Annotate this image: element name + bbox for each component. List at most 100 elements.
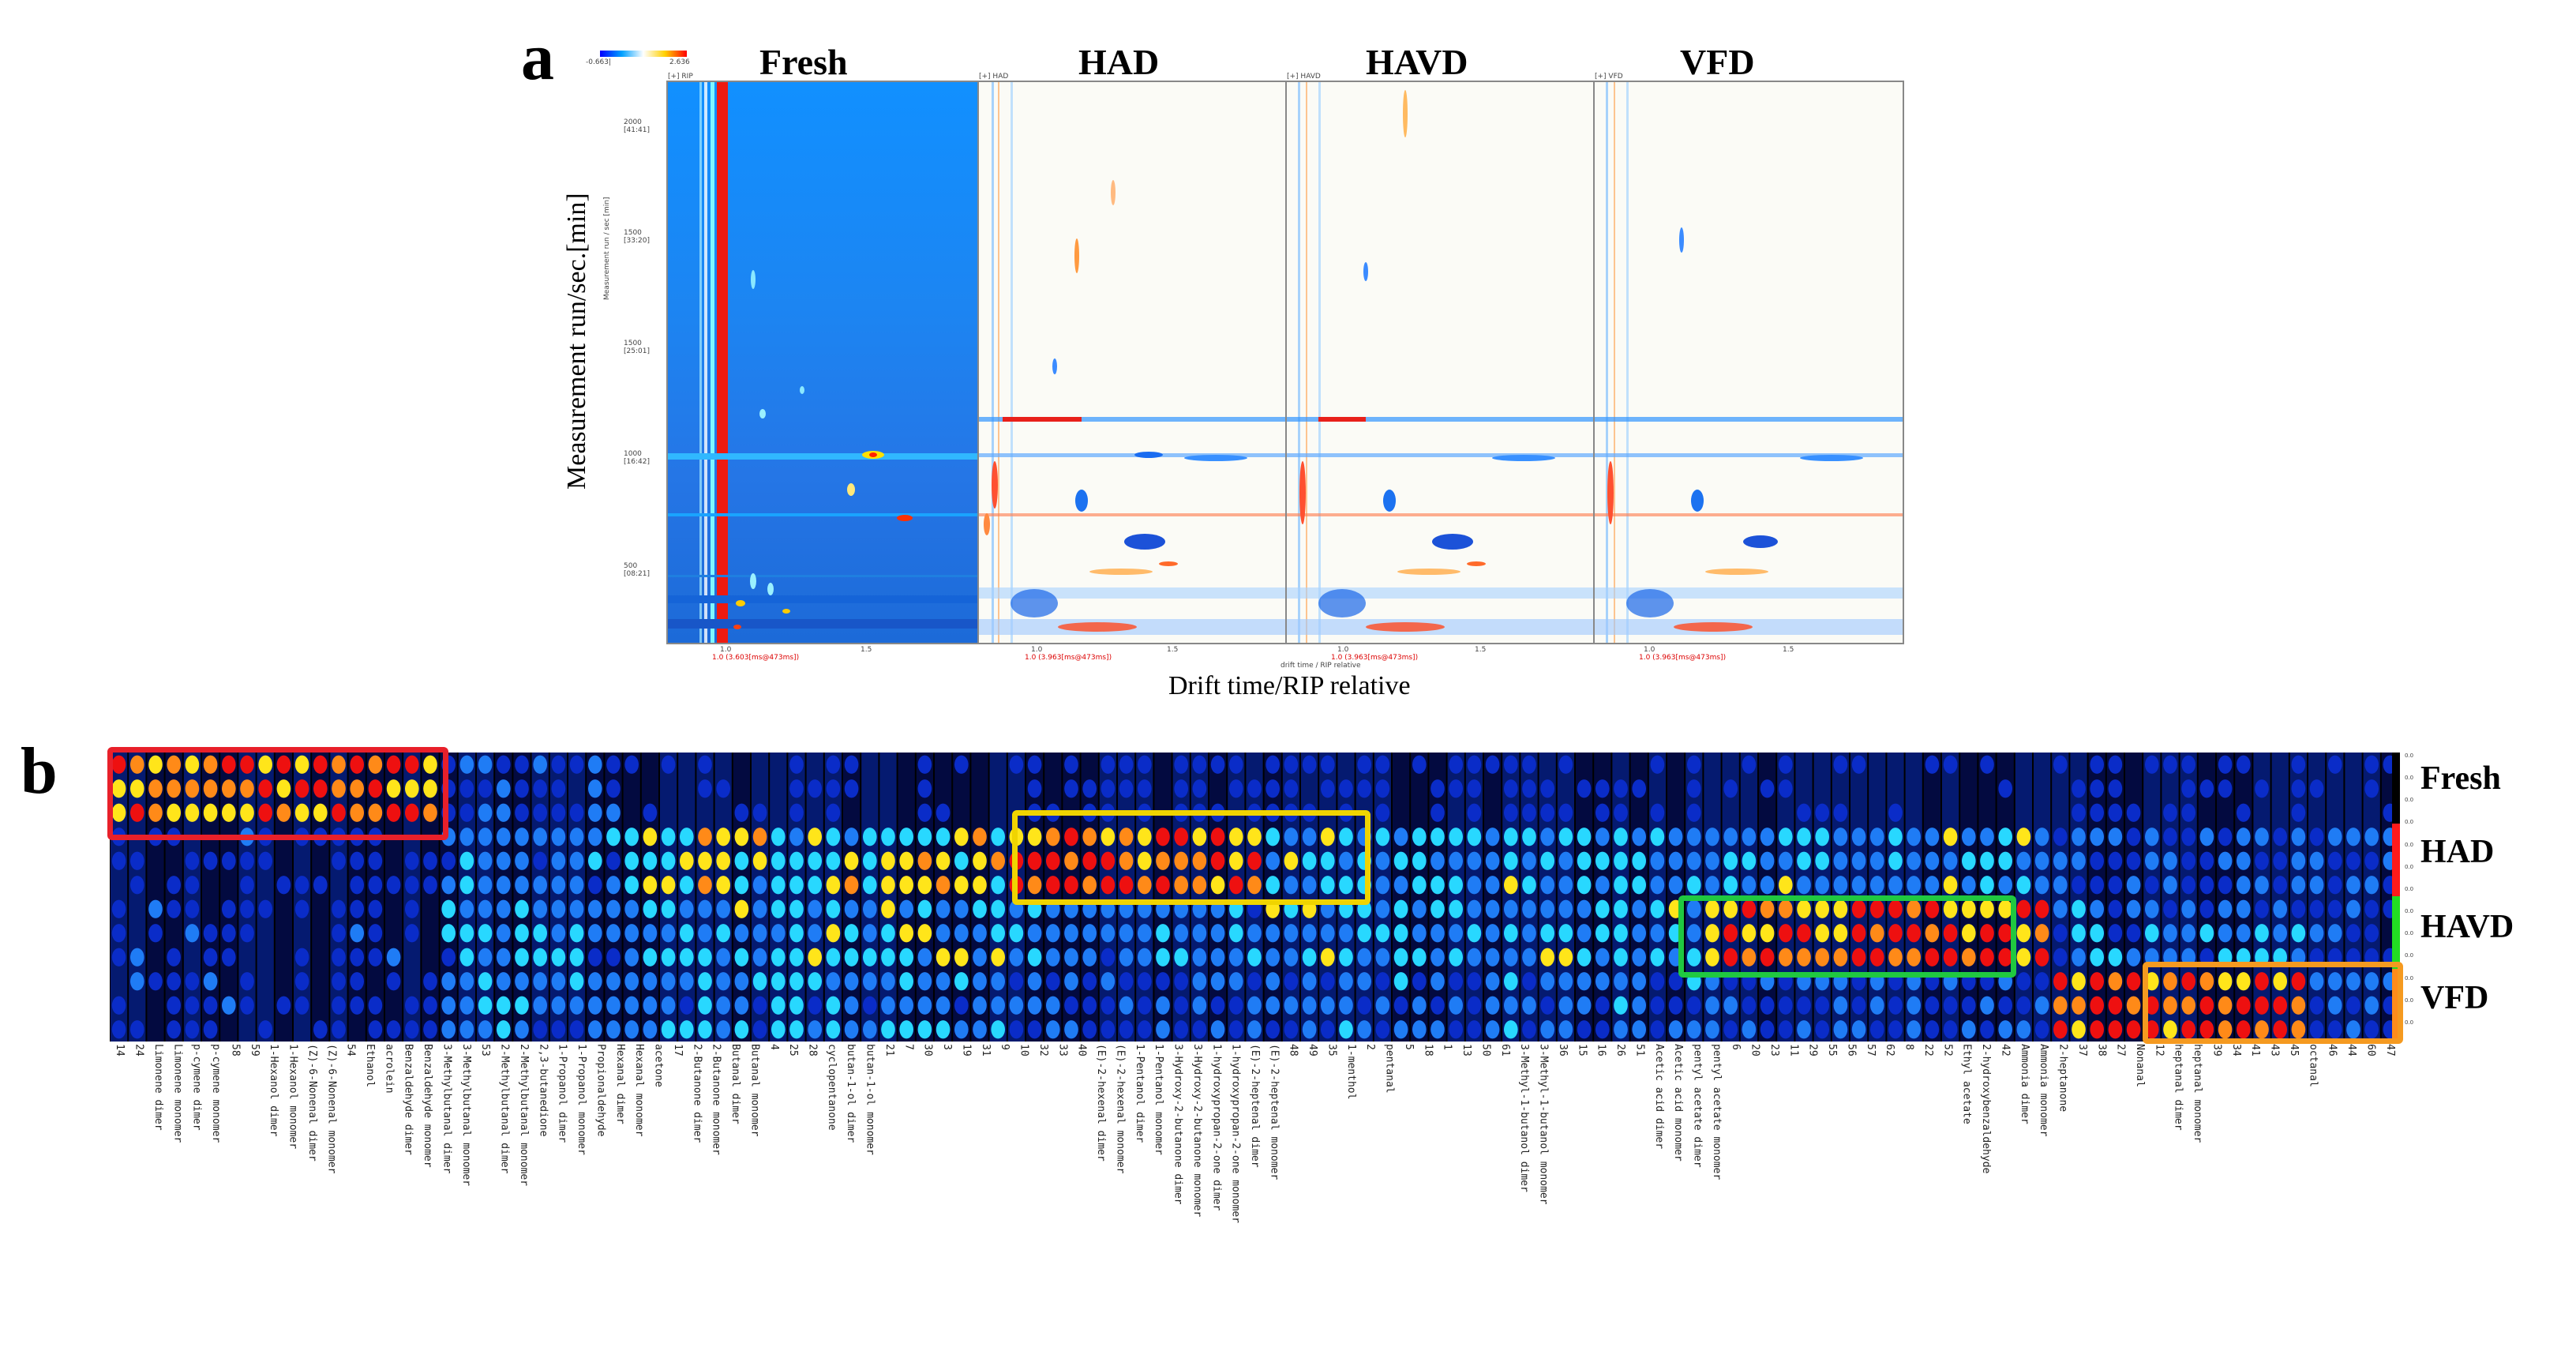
heatmap-spot bbox=[1247, 1020, 1262, 1039]
heatmap-spot bbox=[2144, 1020, 2159, 1039]
heatmap-column bbox=[238, 753, 256, 1042]
compound-label: Benzaldehyde dimer bbox=[402, 1044, 414, 1155]
heatmap-spot bbox=[2346, 851, 2360, 870]
heatmap-spot bbox=[1614, 996, 1628, 1015]
heatmap-spot bbox=[1375, 828, 1390, 846]
heatmap-spot bbox=[1760, 948, 1775, 967]
heatmap-spot bbox=[2072, 876, 2086, 895]
compound-label: 46 bbox=[2326, 1044, 2338, 1057]
heatmap-spot bbox=[1540, 1020, 1555, 1039]
heatmap-spot bbox=[2364, 828, 2379, 846]
heatmap-spot bbox=[1192, 1020, 1207, 1039]
heatmap-spot bbox=[1192, 755, 1207, 774]
heatmap-spot bbox=[111, 899, 126, 918]
heatmap-spot bbox=[1815, 828, 1830, 846]
x-tick: 1.5 bbox=[1167, 646, 1179, 654]
heatmap-spot bbox=[661, 972, 676, 991]
heatmap-spot bbox=[2181, 996, 2196, 1015]
heatmap-spot bbox=[917, 972, 932, 991]
heatmap-spot bbox=[2163, 899, 2177, 918]
heatmap-spot bbox=[1174, 948, 1189, 967]
heatmap-column bbox=[2253, 753, 2270, 1042]
heatmap-spot bbox=[1284, 924, 1299, 943]
compound-label: 22 bbox=[1922, 1044, 1934, 1057]
heatmap-spot bbox=[789, 876, 804, 895]
heatmap-spot bbox=[2072, 972, 2086, 991]
heatmap-spot bbox=[569, 924, 584, 943]
heatmap-spot bbox=[679, 996, 694, 1015]
heatmap-spot bbox=[1723, 851, 1738, 870]
heatmap-spot bbox=[1632, 924, 1647, 943]
heatmap-column bbox=[916, 753, 933, 1042]
heatmap-spot bbox=[129, 803, 144, 822]
heatmap-spot bbox=[808, 899, 823, 918]
heatmap-spot bbox=[1375, 803, 1390, 822]
compound-label: 33 bbox=[1056, 1044, 1069, 1057]
heatmap-spot bbox=[1686, 948, 1701, 967]
heatmap-spot bbox=[1174, 876, 1189, 895]
compound-label: 58 bbox=[229, 1044, 242, 1057]
heatmap-spot bbox=[2090, 828, 2105, 846]
heatmap-spot bbox=[2309, 851, 2324, 870]
compound-label: Butanal monomer bbox=[748, 1044, 761, 1137]
heatmap-spot bbox=[515, 948, 529, 967]
compound-label: 34 bbox=[2229, 1044, 2242, 1057]
heatmap-spot bbox=[1522, 755, 1536, 774]
heatmap-spot bbox=[1430, 779, 1445, 798]
heatmap-spot bbox=[1595, 924, 1610, 943]
heatmap-spot bbox=[1668, 828, 1683, 846]
compound-label: 1-Propanol dimer bbox=[556, 1044, 568, 1143]
heatmap-spot bbox=[1156, 851, 1170, 870]
heatmap-spot bbox=[2108, 803, 2123, 822]
heatmap-spot bbox=[734, 1020, 749, 1039]
heatmap-spot bbox=[2199, 779, 2214, 798]
heatmap-spot bbox=[221, 996, 236, 1015]
heatmap-spot bbox=[1393, 851, 1408, 870]
heatmap-spot bbox=[1851, 948, 1866, 967]
heatmap-spot bbox=[643, 803, 658, 822]
heatmap-spot bbox=[1045, 851, 1060, 870]
heatmap-spot bbox=[478, 755, 493, 774]
heatmap-spot bbox=[954, 876, 969, 895]
heatmap-spot bbox=[203, 803, 218, 822]
heatmap-spot bbox=[569, 1020, 584, 1039]
heatmap-spot bbox=[789, 803, 804, 822]
heatmap-spot bbox=[551, 972, 566, 991]
heatmap-spot bbox=[2291, 1020, 2306, 1039]
heatmap-spot bbox=[404, 779, 419, 798]
heatmap-spot bbox=[2273, 828, 2288, 846]
heatmap-spot bbox=[734, 851, 749, 870]
heatmap-column bbox=[385, 753, 403, 1042]
heatmap-spot bbox=[661, 924, 676, 943]
spectrum-vfd bbox=[1593, 81, 1904, 644]
heatmap-spot bbox=[1393, 996, 1408, 1015]
heatmap-spot bbox=[1778, 924, 1793, 943]
heatmap-spot bbox=[1339, 996, 1353, 1015]
heatmap-spot bbox=[1027, 948, 1042, 967]
heatmap-spot bbox=[332, 924, 346, 943]
spectrum-footer: 1.0 (3.963[ms@473ms]) bbox=[1639, 654, 1727, 662]
heatmap-spot bbox=[2108, 755, 2123, 774]
heatmap-spot bbox=[2108, 851, 2123, 870]
heatmap-spot bbox=[1045, 924, 1060, 943]
heatmap-spot bbox=[2236, 899, 2251, 918]
heatmap-spot bbox=[1156, 948, 1170, 967]
heatmap-spot bbox=[167, 972, 182, 991]
compound-label: 41 bbox=[2249, 1044, 2262, 1057]
heatmap-spot bbox=[862, 876, 877, 895]
heatmap-spot bbox=[2346, 828, 2360, 846]
heatmap-spot bbox=[533, 876, 548, 895]
heatmap-column bbox=[2363, 753, 2380, 1042]
heatmap-spot bbox=[1430, 899, 1445, 918]
heatmap-spot bbox=[478, 972, 493, 991]
heatmap-spot bbox=[533, 948, 548, 967]
heatmap-spot bbox=[2034, 876, 2049, 895]
heatmap-spot bbox=[1284, 851, 1299, 870]
heatmap-column bbox=[2106, 753, 2124, 1042]
heatmap-spot bbox=[2199, 828, 2214, 846]
heatmap-spot bbox=[2053, 876, 2068, 895]
heatmap-spot bbox=[2144, 851, 2159, 870]
compound-label: 2,3-butanedione bbox=[537, 1044, 549, 1137]
heatmap-spot bbox=[1943, 876, 1958, 895]
heatmap-spot bbox=[1174, 779, 1189, 798]
